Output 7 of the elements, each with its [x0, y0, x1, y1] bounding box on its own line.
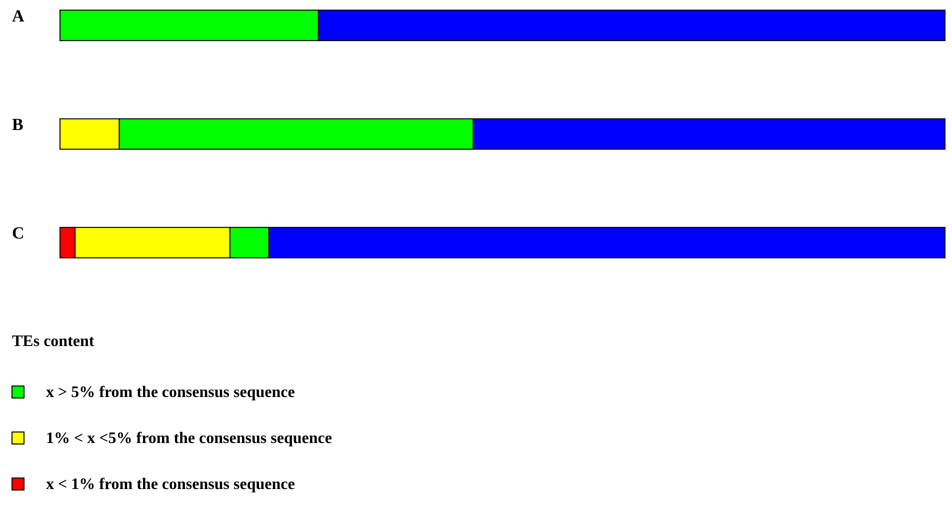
legend-label: x > 5% from the consensus sequence	[46, 384, 295, 401]
legend-label: x < 1% from the consensus sequence	[46, 476, 295, 493]
y-tick-label: B	[12, 114, 24, 134]
y-tick-label: C	[12, 224, 24, 243]
legend-title: TEs content	[12, 333, 95, 350]
legend-label: 1% < x <5% from the consensus sequence	[46, 430, 332, 447]
y-tick-label: A	[12, 6, 25, 26]
